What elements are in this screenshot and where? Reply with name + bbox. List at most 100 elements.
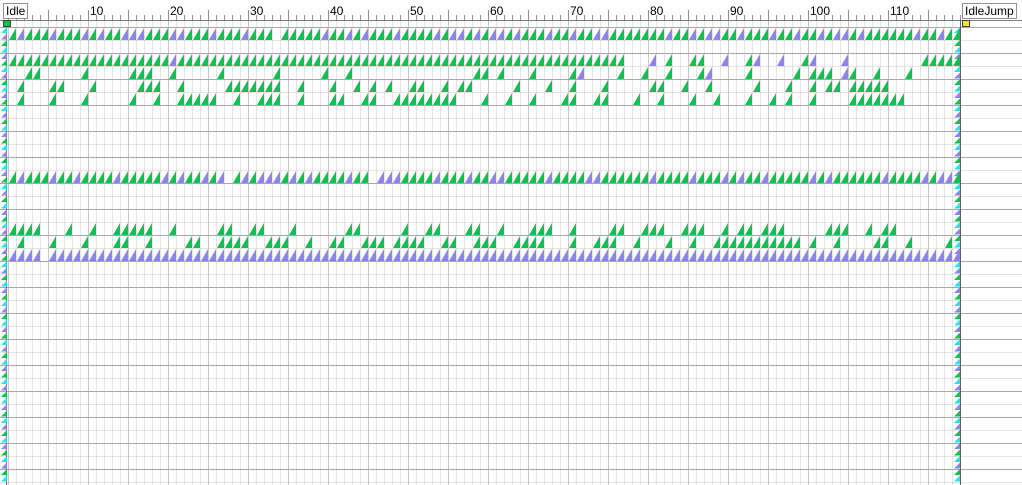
keyframe <box>785 80 792 92</box>
keyframe <box>521 171 528 183</box>
keyframe <box>513 236 520 248</box>
end-clip-label[interactable]: IdleJump <box>962 3 1017 19</box>
keyframe <box>81 67 88 79</box>
keyframe <box>145 28 152 40</box>
keyframe <box>273 67 280 79</box>
keyframe <box>529 67 536 79</box>
keyframe <box>561 249 568 261</box>
keyframe <box>649 28 656 40</box>
right-edge-indicator <box>954 144 960 150</box>
keyframe <box>137 67 144 79</box>
keyframe <box>609 28 616 40</box>
keyframe <box>97 171 104 183</box>
start-clip-marker[interactable] <box>3 20 11 27</box>
keyframe <box>65 171 72 183</box>
keyframe <box>745 171 752 183</box>
keyframe <box>481 54 488 66</box>
keyframe <box>753 54 760 66</box>
keyframe <box>817 249 824 261</box>
keyframe <box>945 249 952 261</box>
right-edge-indicator <box>954 300 960 306</box>
keyframe <box>513 28 520 40</box>
keyframe <box>825 28 832 40</box>
keyframe <box>833 171 840 183</box>
keyframe <box>681 171 688 183</box>
keyframe <box>81 93 88 105</box>
right-edge-indicator <box>954 475 960 482</box>
keyframe <box>257 93 264 105</box>
keyframe <box>225 249 232 261</box>
keyframe <box>169 171 176 183</box>
keyframe <box>873 93 880 105</box>
keyframe <box>849 28 856 40</box>
left-edge-indicator <box>1 27 7 33</box>
left-edge-indicator <box>1 417 7 423</box>
keyframe <box>257 223 264 235</box>
keyframe <box>785 171 792 183</box>
keyframe <box>121 171 128 183</box>
left-edge-indicator <box>1 254 7 261</box>
keyframe <box>825 249 832 261</box>
keyframe <box>857 28 864 40</box>
keyframe <box>201 54 208 66</box>
left-edge-indicator <box>1 365 7 371</box>
left-edge-indicator <box>1 274 7 280</box>
keyframe <box>17 93 24 105</box>
keyframe <box>929 28 936 40</box>
right-edge-indicator <box>954 462 960 469</box>
end-clip-marker[interactable] <box>962 20 970 27</box>
left-edge-indicator <box>1 176 7 183</box>
keyframe <box>209 28 216 40</box>
keyframe <box>761 223 768 235</box>
keyframe <box>849 249 856 261</box>
keyframe <box>409 93 416 105</box>
keyframe <box>225 54 232 66</box>
keyframe <box>169 223 176 235</box>
keyframe <box>945 28 952 40</box>
keyframe <box>729 171 736 183</box>
keyframe <box>361 93 368 105</box>
keyframe <box>153 249 160 261</box>
keyframe <box>937 54 944 66</box>
keyframe <box>825 80 832 92</box>
keyframe <box>769 28 776 40</box>
right-edge-indicator <box>954 131 960 137</box>
start-clip-label[interactable]: Idle <box>3 3 29 19</box>
frame-ruler[interactable]: 10 20 30 40 50 60 70 80 90 100 110 <box>0 0 1022 20</box>
right-edge-indicator <box>954 150 960 157</box>
keyframe <box>161 28 168 40</box>
keyframe <box>937 249 944 261</box>
keyframe <box>233 80 240 92</box>
left-edge-indicator <box>1 293 7 300</box>
keyframe <box>465 54 472 66</box>
right-edge-indicator <box>954 469 960 475</box>
keyframe <box>753 249 760 261</box>
keyframe <box>385 80 392 92</box>
keyframe <box>409 80 416 92</box>
keyframe <box>433 28 440 40</box>
left-edge-indicator <box>1 40 7 46</box>
keyframe <box>385 54 392 66</box>
keyframe <box>945 236 952 248</box>
keyframe <box>353 80 360 92</box>
keyframe <box>65 223 72 235</box>
keyframe <box>185 236 192 248</box>
left-edge-indicator <box>1 228 7 235</box>
left-edge-indicator <box>1 456 7 462</box>
keyframe <box>121 236 128 248</box>
keyframe <box>769 249 776 261</box>
keyframe <box>297 249 304 261</box>
keyframe <box>409 249 416 261</box>
keyframe <box>769 93 776 105</box>
right-edge-indicator <box>954 293 960 300</box>
keyframe <box>369 28 376 40</box>
keyframe <box>689 249 696 261</box>
keyframe <box>25 249 32 261</box>
left-edge-indicator <box>1 267 7 274</box>
keyframe <box>601 93 608 105</box>
keyframe <box>401 171 408 183</box>
keyframe <box>153 54 160 66</box>
keyframe <box>897 93 904 105</box>
